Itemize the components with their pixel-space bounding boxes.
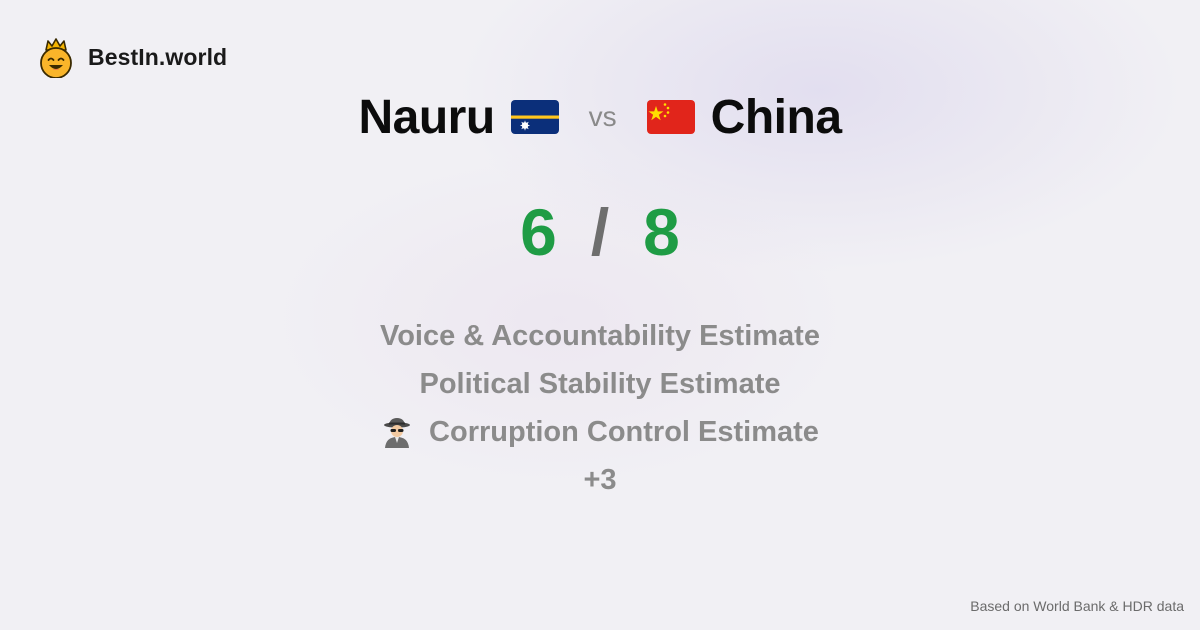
metric-label: +3 (583, 463, 617, 496)
china-flag-icon (646, 100, 695, 134)
metric-list: Voice & Accountability Estimate Politica… (0, 312, 1200, 504)
metric-label: Corruption Control Estimate (429, 415, 819, 448)
nauru-flag-icon (510, 100, 559, 134)
metric-item: Voice & Accountability Estimate (380, 312, 820, 360)
metric-item: Corruption Control Estimate (381, 408, 819, 456)
detective-icon (384, 418, 411, 448)
brand[interactable]: BestIn.world (38, 36, 227, 78)
metric-label: Voice & Accountability Estimate (380, 319, 820, 352)
brand-name: BestIn.world (88, 43, 228, 70)
country-a-name: Nauru (358, 90, 495, 144)
metric-item: Political Stability Estimate (420, 360, 781, 408)
more-metrics-count: +3 (583, 456, 616, 504)
score-row: 6 / 8 (0, 192, 1200, 272)
metric-label: Political Stability Estimate (419, 367, 781, 400)
country-a-score: 6 (520, 195, 557, 269)
country-b-score: 8 (643, 195, 680, 269)
country-b-name: China (710, 90, 842, 144)
data-source-note: Based on World Bank & HDR data (970, 598, 1184, 614)
score-separator: / (590, 195, 610, 269)
vs-label: vs (588, 101, 617, 132)
crowned-smiley-icon (40, 38, 72, 78)
comparison-title: Nauru vs China (0, 86, 1200, 148)
